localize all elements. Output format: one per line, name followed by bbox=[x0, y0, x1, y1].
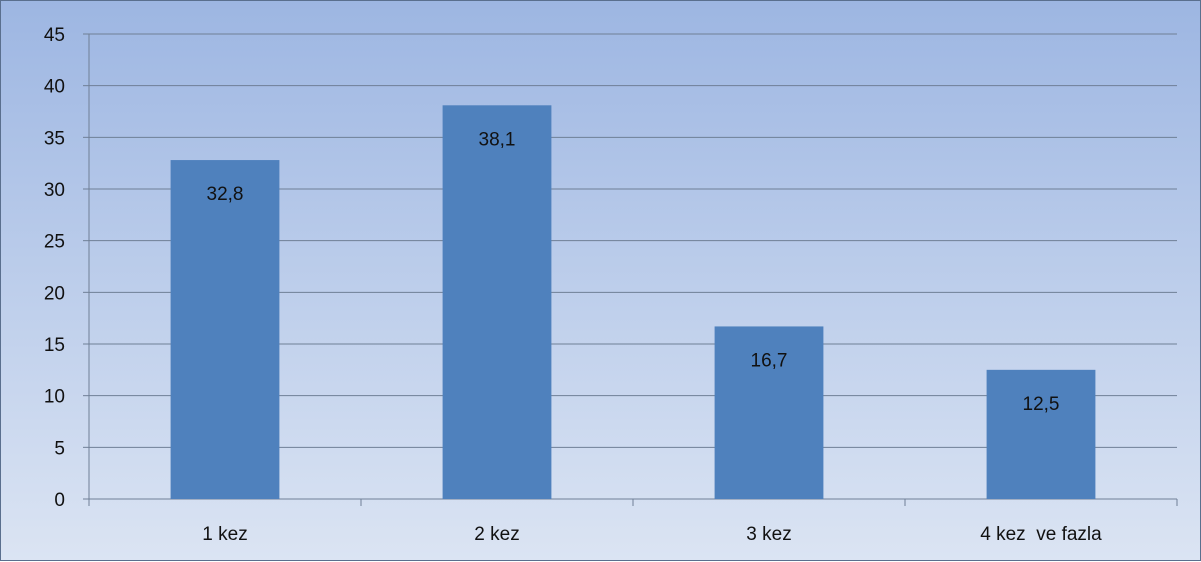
bar bbox=[986, 369, 1096, 499]
data-label: 12,5 bbox=[1023, 394, 1060, 415]
x-category-label: 2 kez bbox=[474, 524, 519, 545]
data-label: 38,1 bbox=[479, 129, 516, 150]
y-tick-label: 25 bbox=[44, 232, 65, 253]
bar bbox=[714, 326, 824, 499]
y-tick-label: 10 bbox=[44, 387, 65, 408]
x-category-label: 1 kez bbox=[202, 524, 247, 545]
data-label: 32,8 bbox=[207, 184, 244, 205]
y-tick-label: 45 bbox=[44, 25, 65, 46]
x-category-label: 3 kez bbox=[746, 524, 791, 545]
y-tick-label: 0 bbox=[54, 490, 65, 511]
y-tick-label: 20 bbox=[44, 283, 65, 304]
bar bbox=[170, 160, 280, 500]
data-label: 16,7 bbox=[751, 350, 788, 371]
y-tick-label: 30 bbox=[44, 180, 65, 201]
y-tick-label: 15 bbox=[44, 335, 65, 356]
x-category-label: 4 kez ve fazla bbox=[980, 524, 1102, 545]
y-tick-label: 5 bbox=[54, 438, 65, 459]
y-tick-label: 40 bbox=[44, 77, 65, 98]
bars bbox=[170, 105, 1096, 500]
y-tick-label: 35 bbox=[44, 128, 65, 149]
labels: 0 5 10 15 20 25 30 35 40 45 32,8 1 kez 38,1 2 kez 16,7… bbox=[44, 25, 1102, 545]
bar bbox=[442, 105, 552, 500]
